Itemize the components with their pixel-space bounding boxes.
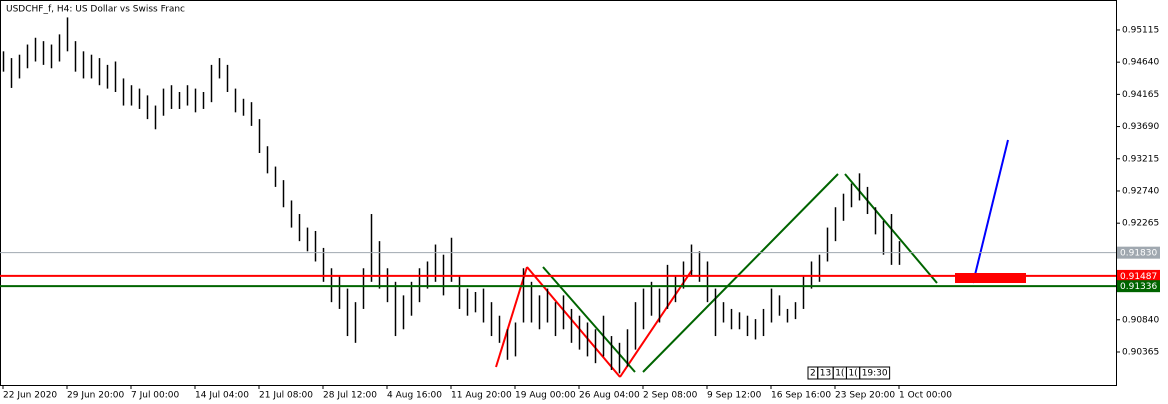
y-tick-label: 0.93690 [1122,122,1159,132]
x-tick-label: 23 Sep 20:00 [835,391,895,401]
x-tick-label: 29 Jun 20:00 [67,391,124,401]
x-tick-label: 21 Jul 08:00 [259,391,313,401]
cursor-label: 1( [848,369,857,379]
cursor-label: 13 [820,369,831,379]
y-tick-label: 0.94640 [1122,58,1159,68]
cursor-label: 2 [810,369,816,379]
y-tick-label: 0.92265 [1122,219,1159,229]
price-label-box [1117,280,1160,293]
price-label: 0.91336 [1120,282,1157,292]
x-tick-label: 9 Sep 12:00 [707,391,762,401]
zone-box [955,273,1026,283]
price-label-box [1117,269,1160,282]
y-tick-label: 0.92740 [1122,186,1159,196]
x-tick-label: 16 Sep 16:00 [771,391,831,401]
price-label: 0.91830 [1120,249,1157,259]
x-tick-label: 19 Aug 00:00 [515,391,576,401]
cursor-label: 19:30 [862,369,888,379]
y-tick-label: 0.94165 [1122,90,1159,100]
y-tick-label: 0.90365 [1122,347,1159,357]
y-tick-label: 0.93215 [1122,154,1159,164]
y-tick-label: 0.90840 [1122,315,1159,325]
x-tick-label: 7 Jul 00:00 [131,391,180,401]
x-tick-label: 11 Aug 20:00 [451,391,512,401]
x-tick-label: 26 Aug 04:00 [579,391,640,401]
price-label: 0.91487 [1120,272,1157,282]
x-tick-label: 14 Jul 04:00 [195,391,249,401]
cursor-label-box [859,366,891,380]
chart-title: USDCHF_f, H4: US Dollar vs Swiss Franc [6,5,185,15]
x-tick-label: 28 Jul 12:00 [323,391,377,401]
y-tick-label: 0.95115 [1122,25,1159,35]
trend-line [642,173,839,373]
plot-frame [0,0,1117,386]
cursor-label: 1( [835,369,844,379]
price-label-box [1117,246,1160,259]
x-tick-label: 1 Oct 00:00 [899,391,952,401]
trend-line [619,269,693,378]
x-tick-label: 2 Sep 08:00 [643,391,698,401]
trend-line [495,266,528,368]
trend-line [972,139,1009,284]
x-tick-label: 4 Aug 16:00 [387,391,442,401]
x-tick-label: 22 Jun 2020 [3,391,57,401]
